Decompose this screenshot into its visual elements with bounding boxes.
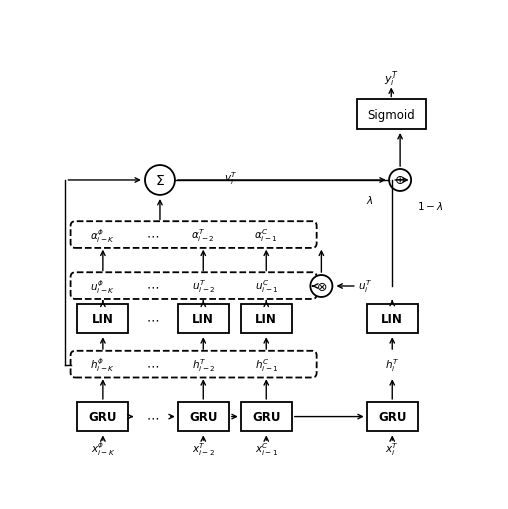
Text: $\alpha_{i-2}^{T}$: $\alpha_{i-2}^{T}$ bbox=[192, 227, 215, 244]
Text: $\Sigma$: $\Sigma$ bbox=[155, 174, 165, 188]
Text: $x_{i-2}^{T}$: $x_{i-2}^{T}$ bbox=[192, 440, 215, 457]
Text: $\lambda$: $\lambda$ bbox=[366, 193, 373, 206]
Text: $\cdots$: $\cdots$ bbox=[146, 410, 158, 423]
Text: $\cdots$: $\cdots$ bbox=[146, 229, 158, 242]
Text: $\alpha_{i-1}^{C}$: $\alpha_{i-1}^{C}$ bbox=[255, 227, 278, 244]
Text: GRU: GRU bbox=[252, 410, 280, 423]
Text: $x_{i-K}^{\phi}$: $x_{i-K}^{\phi}$ bbox=[90, 439, 115, 457]
Bar bbox=[77, 304, 129, 333]
Text: $\alpha_{i-K}^{\phi}$: $\alpha_{i-K}^{\phi}$ bbox=[90, 227, 115, 244]
Text: GRU: GRU bbox=[88, 410, 117, 423]
Text: $\cdots$: $\cdots$ bbox=[146, 280, 158, 293]
Bar bbox=[178, 304, 229, 333]
Text: $v_{i}^{T}$: $v_{i}^{T}$ bbox=[224, 171, 238, 187]
Bar bbox=[367, 402, 418, 432]
Bar bbox=[241, 304, 292, 333]
FancyBboxPatch shape bbox=[71, 273, 316, 299]
Text: $\oplus$: $\oplus$ bbox=[395, 174, 406, 187]
Text: LIN: LIN bbox=[92, 313, 114, 325]
Text: $y_{i}^{T}$: $y_{i}^{T}$ bbox=[384, 69, 399, 89]
Text: $\otimes$: $\otimes$ bbox=[316, 280, 327, 293]
Text: $h_{i-1}^{C}$: $h_{i-1}^{C}$ bbox=[255, 356, 278, 373]
Text: $x_{i-1}^{C}$: $x_{i-1}^{C}$ bbox=[255, 440, 278, 457]
Bar bbox=[357, 100, 426, 130]
Circle shape bbox=[145, 166, 175, 195]
FancyBboxPatch shape bbox=[71, 222, 316, 248]
Text: GRU: GRU bbox=[189, 410, 217, 423]
Text: LIN: LIN bbox=[193, 313, 214, 325]
Text: GRU: GRU bbox=[378, 410, 406, 423]
Text: $1-\lambda$: $1-\lambda$ bbox=[417, 200, 443, 212]
Bar bbox=[241, 402, 292, 432]
Text: $u_{i-K}^{\phi}$: $u_{i-K}^{\phi}$ bbox=[90, 277, 115, 295]
Bar bbox=[178, 402, 229, 432]
Text: $u_{i-1}^{C}$: $u_{i-1}^{C}$ bbox=[255, 278, 278, 295]
Text: Sigmoid: Sigmoid bbox=[367, 108, 415, 122]
Circle shape bbox=[310, 275, 332, 297]
Bar bbox=[77, 402, 129, 432]
Text: $u_{i-2}^{T}$: $u_{i-2}^{T}$ bbox=[192, 278, 215, 295]
Text: $h_{i-2}^{T}$: $h_{i-2}^{T}$ bbox=[192, 356, 215, 373]
Circle shape bbox=[389, 169, 411, 191]
Bar bbox=[367, 304, 418, 333]
Text: $u_{i}^{T}$: $u_{i}^{T}$ bbox=[358, 278, 372, 295]
Text: $h_{i-K}^{\phi}$: $h_{i-K}^{\phi}$ bbox=[90, 356, 115, 374]
Text: $x_{i}^{T}$: $x_{i}^{T}$ bbox=[386, 440, 399, 457]
FancyBboxPatch shape bbox=[71, 351, 316, 378]
Text: LIN: LIN bbox=[256, 313, 277, 325]
Text: LIN: LIN bbox=[382, 313, 403, 325]
Text: $\cdots$: $\cdots$ bbox=[146, 358, 158, 371]
Text: $h_{i}^{T}$: $h_{i}^{T}$ bbox=[385, 356, 399, 373]
Text: $\cdots$: $\cdots$ bbox=[146, 313, 158, 325]
